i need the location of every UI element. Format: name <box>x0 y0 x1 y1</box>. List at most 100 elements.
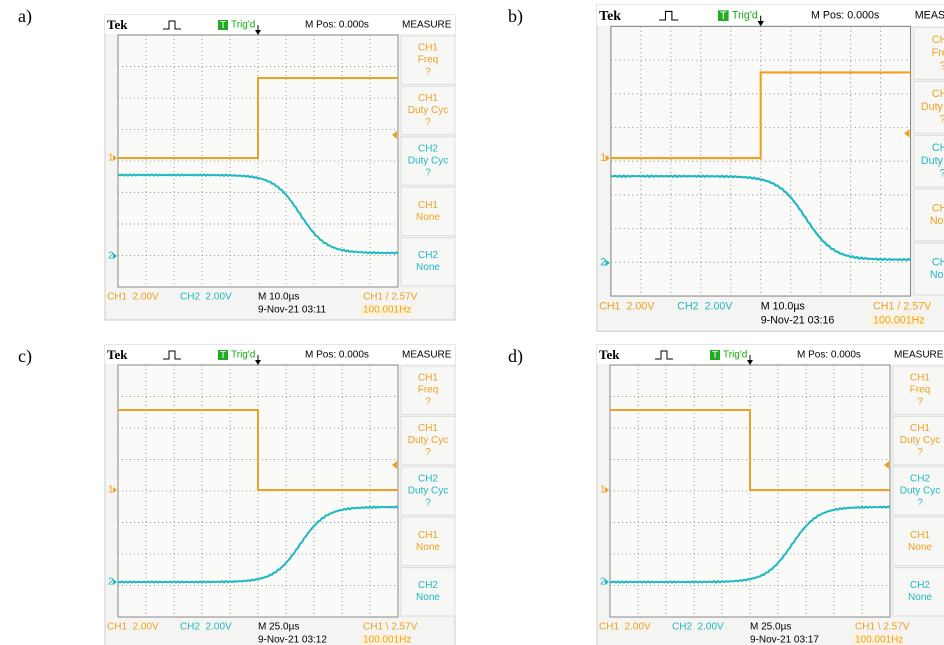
trig-icon: T <box>712 350 718 361</box>
measure-value: ? <box>425 397 431 408</box>
measure-channel: CH1 <box>418 423 438 434</box>
frequency: 100.001Hz <box>855 635 903 645</box>
measure-type: Duty Cyc <box>408 435 449 446</box>
position: M Pos: 0.000s <box>305 20 369 31</box>
measure-channel: CH2 <box>418 143 438 154</box>
position: M Pos: 0.000s <box>305 350 369 361</box>
header-bg <box>597 345 944 364</box>
measure-type: Duty Cyc <box>408 105 449 116</box>
ch1-scale: CH1 2.00V <box>599 301 655 313</box>
timestamp: 9-Nov-21 03:16 <box>761 314 835 326</box>
measure-channel: CH1 <box>910 373 930 384</box>
measure-type: Freq <box>418 55 439 66</box>
measure-channel: CH1 <box>932 202 944 214</box>
measure-type: Duty Cyc <box>921 155 944 167</box>
trig-icon: T <box>720 10 727 22</box>
header-bg <box>597 5 944 25</box>
trig-icon: T <box>220 20 226 31</box>
figure: a)TekTTrig'dM Pos: 0.000sMEASURE12CH1Fre… <box>0 0 944 645</box>
trigger-setting: CH1 / 2.57V <box>873 301 932 313</box>
measure-value: ? <box>425 167 431 178</box>
timestamp: 9-Nov-21 03:11 <box>258 305 327 316</box>
trigger-setting: CH1 / 2.57V <box>363 292 418 303</box>
measure-type: None <box>416 262 440 273</box>
ch2-scale: CH2 2.00V <box>672 622 724 633</box>
measure-type: None <box>930 215 944 227</box>
measure-type: Duty Cyc <box>921 101 944 113</box>
measure-channel: CH2 <box>418 580 438 591</box>
measure-value: ? <box>425 67 431 78</box>
frequency: 100.001Hz <box>363 635 411 645</box>
measure-value: ? <box>917 497 923 508</box>
ch1-marker: 1 <box>600 152 606 164</box>
trigger-setting: CH1 \ 2.57V <box>363 622 418 633</box>
measure-type: Duty Cyc <box>408 155 449 166</box>
measure-value: ? <box>425 447 431 458</box>
timebase: M 25.0µs <box>750 622 791 633</box>
ch2-scale: CH2 2.00V <box>677 301 733 313</box>
measure-channel: CH1 <box>418 93 438 104</box>
measure-channel: CH2 <box>910 473 930 484</box>
ch2-scale: CH2 2.00V <box>180 622 232 633</box>
measure-type: Freq <box>910 385 931 396</box>
measure-channel: CH1 <box>418 373 438 384</box>
trig-icon: T <box>220 350 226 361</box>
ch2-marker: 2 <box>600 257 606 269</box>
brand: Tek <box>107 17 128 32</box>
brand: Tek <box>599 9 621 24</box>
measure-type: Duty Cyc <box>408 485 449 496</box>
measure-type: Duty Cyc <box>900 485 941 496</box>
measure-value: ? <box>917 397 923 408</box>
measure-type: None <box>416 542 440 553</box>
measure-channel: CH1 <box>910 423 930 434</box>
ch1-scale: CH1 2.00V <box>599 622 651 633</box>
ch1-scale: CH1 2.00V <box>107 622 159 633</box>
menu-title: MEASURE <box>402 350 452 361</box>
measure-channel: CH1 <box>932 88 944 100</box>
timebase: M 10.0µs <box>761 301 805 313</box>
measure-value: ? <box>917 447 923 458</box>
measure-type: None <box>930 269 944 281</box>
measure-channel: CH2 <box>932 142 944 154</box>
ch1-scale: CH1 2.00V <box>107 292 159 303</box>
measure-channel: CH2 <box>932 256 944 268</box>
panel-label: c) <box>18 346 32 367</box>
position: M Pos: 0.000s <box>797 350 861 361</box>
menu-title: MEASURE <box>894 350 944 361</box>
measure-type: Freq <box>418 385 439 396</box>
menu-title: MEASURE <box>402 20 452 31</box>
brand: Tek <box>599 347 620 362</box>
timestamp: 9-Nov-21 03:12 <box>258 635 327 645</box>
measure-type: None <box>416 592 440 603</box>
ch2-scale: CH2 2.00V <box>180 292 232 303</box>
graticule <box>611 26 911 296</box>
timebase: M 25.0µs <box>258 622 299 633</box>
scope-screen: TekTTrig'dM Pos: 0.000sMEASURE12CH1Freq?… <box>597 5 944 331</box>
measure-channel: CH1 <box>932 34 944 46</box>
measure-channel: CH1 <box>418 530 438 541</box>
measure-value: ? <box>940 60 944 72</box>
measure-type: None <box>908 542 932 553</box>
position: M Pos: 0.000s <box>811 10 879 22</box>
measure-type: None <box>908 592 932 603</box>
panel-label: b) <box>508 6 523 27</box>
trigger-state: Trig'd <box>231 350 255 361</box>
trigger-setting: CH1 \ 2.57V <box>855 622 910 633</box>
timebase: M 10.0µs <box>258 292 299 303</box>
brand: Tek <box>107 347 128 362</box>
frequency: 100.001Hz <box>363 305 411 316</box>
measure-type: None <box>416 212 440 223</box>
measure-channel: CH2 <box>418 250 438 261</box>
measure-value: ? <box>940 114 944 126</box>
panel-label: a) <box>18 6 32 27</box>
measure-channel: CH1 <box>418 200 438 211</box>
measure-type: Freq <box>932 47 944 59</box>
timestamp: 9-Nov-21 03:17 <box>750 635 819 645</box>
measure-value: ? <box>425 117 431 128</box>
measure-channel: CH2 <box>418 473 438 484</box>
trigger-state: Trig'd <box>723 350 747 361</box>
panel-label: d) <box>508 346 523 367</box>
trigger-state: Trig'd <box>231 20 255 31</box>
measure-channel: CH1 <box>910 530 930 541</box>
